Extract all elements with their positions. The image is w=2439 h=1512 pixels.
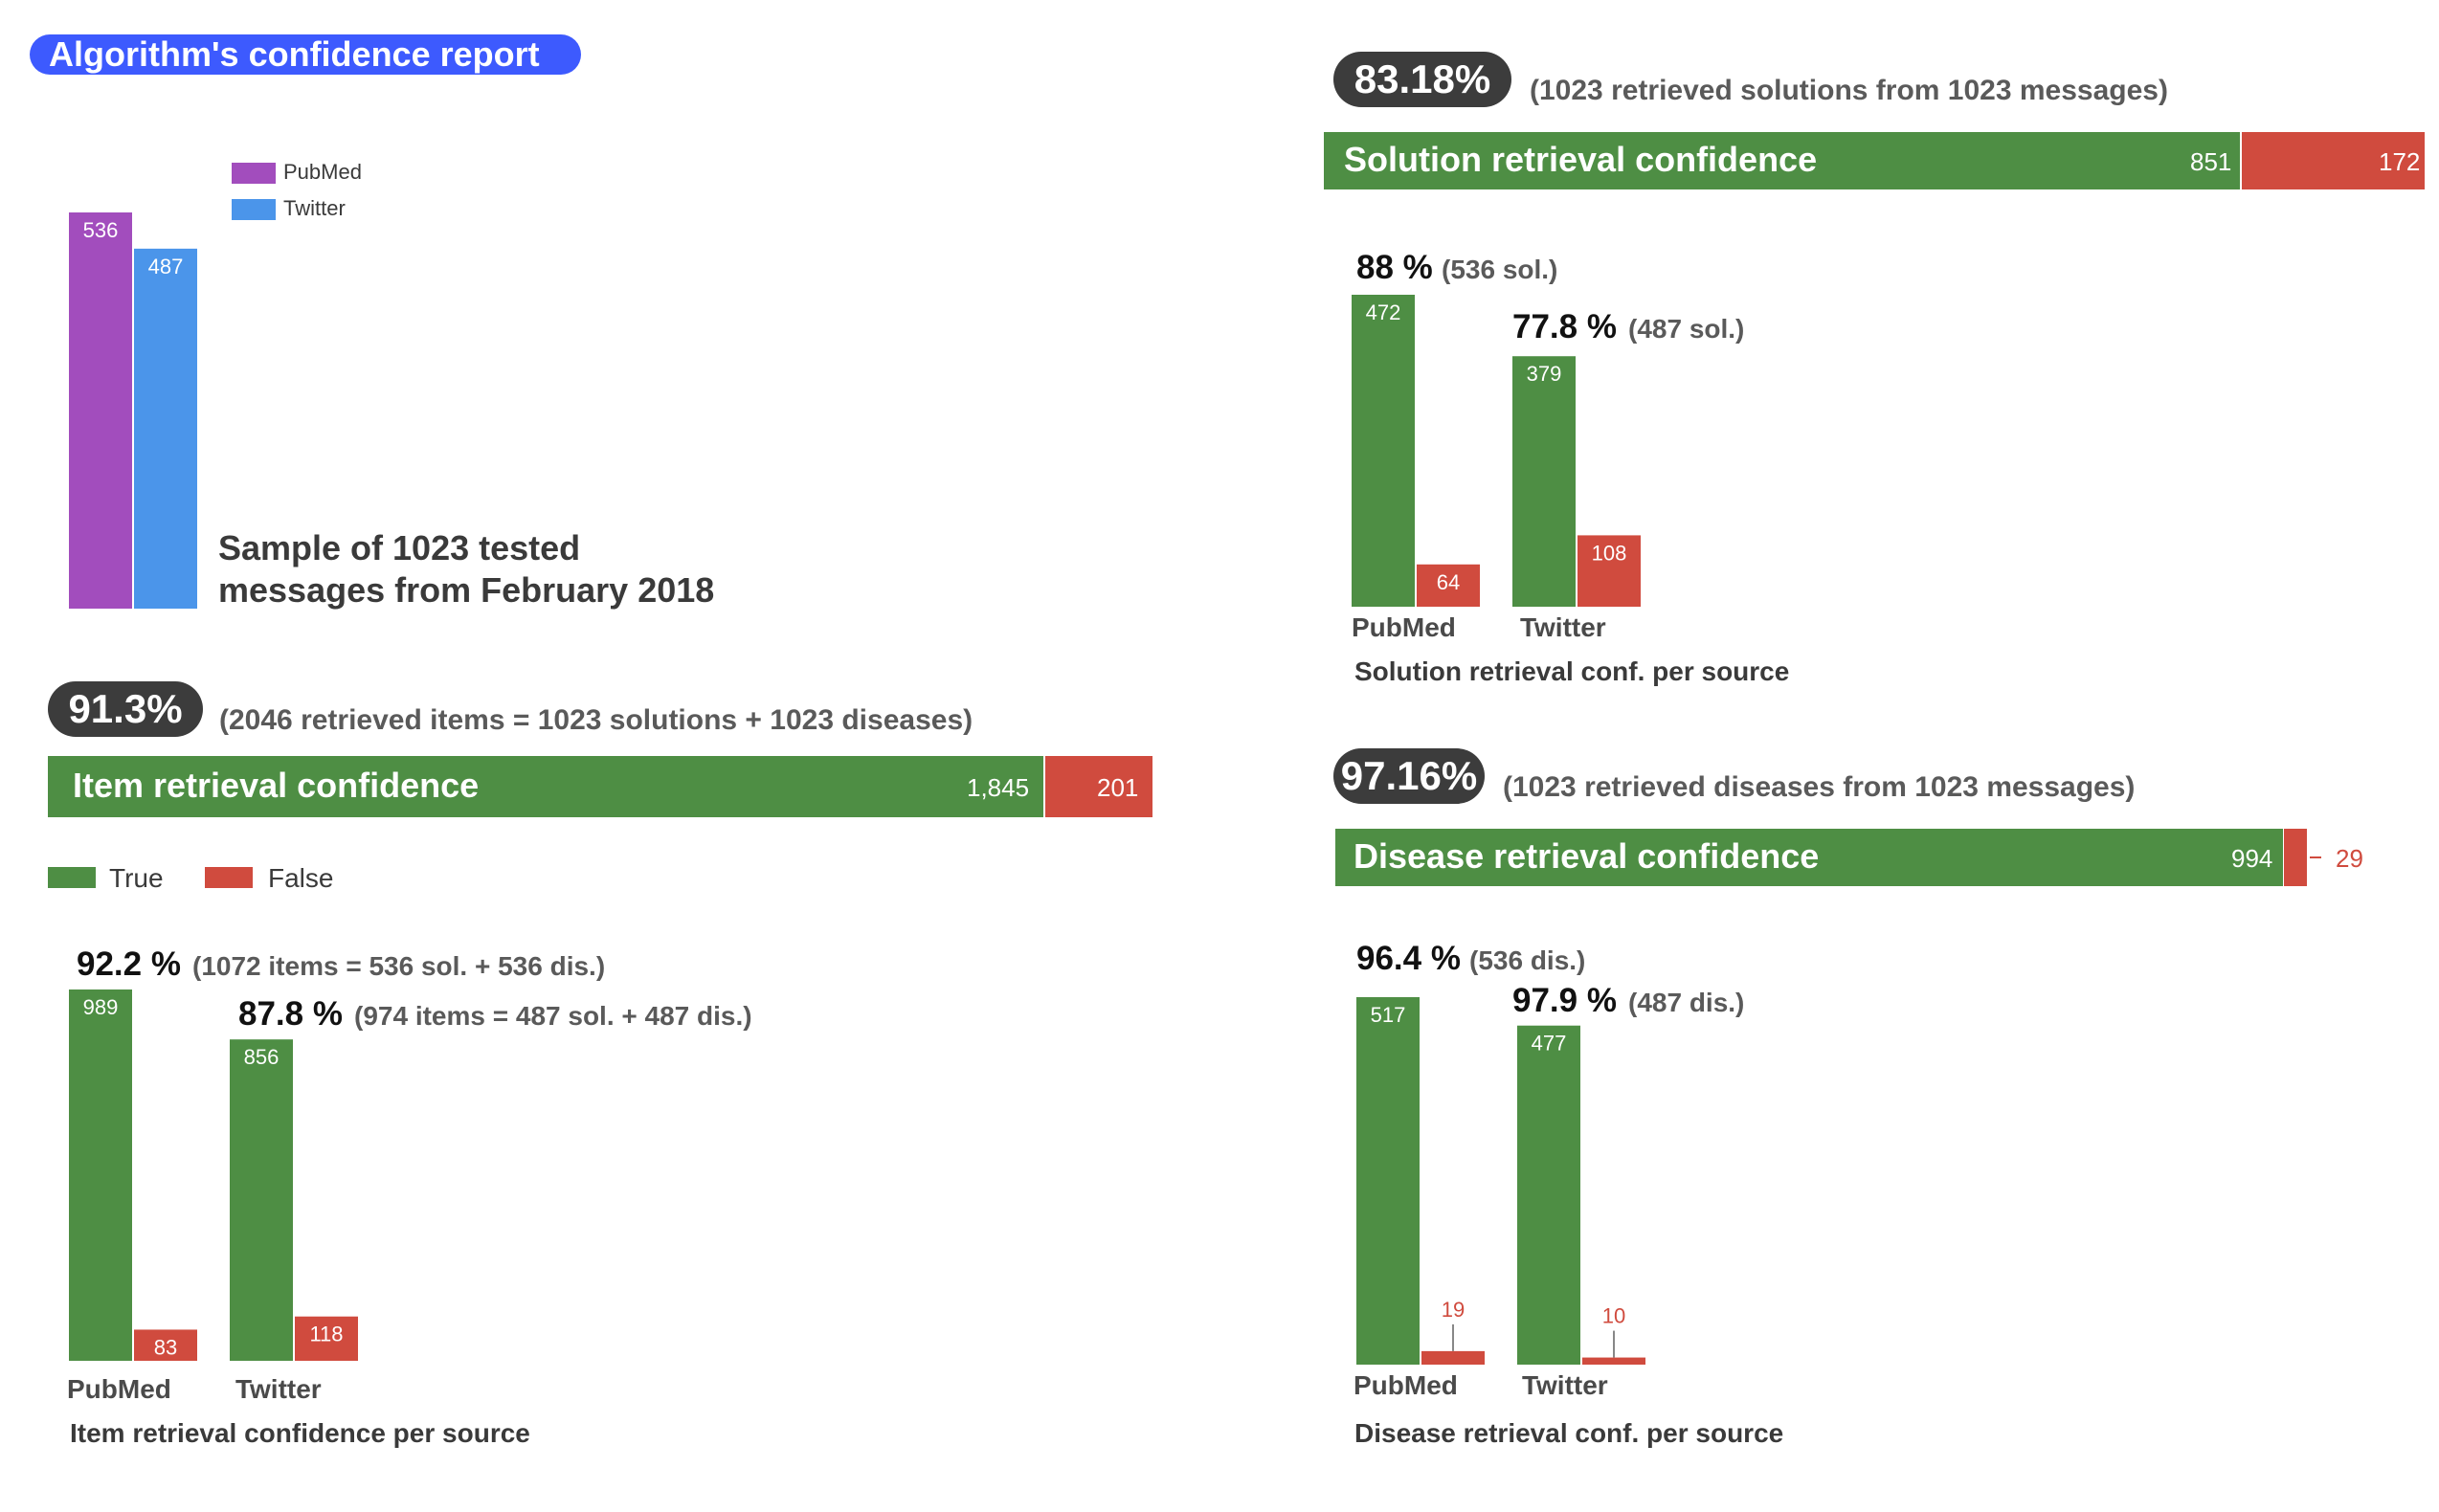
sample-caption-line2: messages from February 2018 (218, 570, 715, 610)
item-twitter-pct: 87.8 % (238, 995, 343, 1033)
disease-bar-title: Disease retrieval confidence (1354, 836, 1820, 876)
disease-x-twitter: Twitter (1522, 1370, 1608, 1400)
sample-caption-line1: Sample of 1023 tested (218, 528, 581, 567)
solution-false-bar (2242, 132, 2425, 189)
sample-bar-label-twitter: 487 (148, 255, 184, 278)
sample-bar-pubmed (69, 212, 132, 609)
item-x-twitter: Twitter (235, 1374, 322, 1404)
solution_per_source-false-bar-pubmed-label: 64 (1437, 570, 1460, 594)
solution-pubmed-sub: (536 sol.) (1442, 255, 1558, 284)
solution_per_source-true-bar-twitter (1512, 356, 1576, 607)
solution_per_source-true-bar-pubmed (1352, 295, 1415, 607)
disease_per_source-false-bar-twitter (1582, 1357, 1645, 1365)
sample-bar-twitter (134, 248, 197, 609)
disease-twitter-sub: (487 dis.) (1628, 988, 1745, 1017)
solution_per_source-true-bar-pubmed-label: 472 (1366, 300, 1401, 324)
disease-true-bar (1335, 829, 2283, 886)
item-caption: Item retrieval confidence per source (70, 1418, 530, 1448)
item-paren-text: (2046 retrieved items = 1023 solutions +… (219, 704, 973, 736)
item_per_source-true-bar-pubmed-label: 989 (83, 995, 119, 1019)
disease-false-leader (2310, 856, 2321, 858)
solution-pubmed-pct: 88 % (1356, 249, 1433, 286)
item_per_source-false-bar-pubmed-label: 83 (154, 1335, 177, 1359)
disease-pubmed-pct: 96.4 % (1356, 940, 1461, 977)
solution-pct-badge: 83.18% (1333, 52, 1511, 107)
solution_per_source-true-bar-twitter-label: 379 (1527, 362, 1562, 386)
sample-bar-label-pubmed: 536 (83, 218, 119, 242)
legend-true-label: True (109, 863, 164, 893)
item-bar-title: Item retrieval confidence (73, 766, 480, 805)
disease-twitter-pct: 97.9 % (1512, 982, 1617, 1019)
disease-pubmed-sub: (536 dis.) (1469, 945, 1586, 975)
solution-false-value: 172 (2379, 147, 2421, 176)
disease_per_source-false-bar-pubmed-label: 19 (1442, 1298, 1465, 1322)
disease_per_source-true-bar-pubmed (1356, 997, 1420, 1365)
disease_per_source-false-bar-twitter-label: 10 (1602, 1304, 1625, 1328)
solution-true-bar (1324, 132, 2240, 189)
legend-false-label: False (268, 863, 334, 893)
disease-per-source-chart: 517 19 477 10 (1356, 997, 1645, 1365)
item_per_source-false-bar-pubmed (134, 1329, 197, 1361)
disease-paren-text: (1023 retrieved diseases from 1023 messa… (1503, 771, 2136, 803)
solution_per_source-false-bar-twitter (1578, 535, 1641, 607)
item-true-value: 1,845 (967, 773, 1030, 802)
legend-pubmed-label: PubMed (283, 160, 362, 184)
item-pct-badge: 91.3% (48, 681, 203, 737)
disease_per_source-true-bar-pubmed-label: 517 (1371, 1003, 1406, 1027)
item_per_source-true-bar-twitter (230, 1039, 293, 1361)
legend-pubmed-swatch (232, 163, 276, 184)
item_per_source-false-bar-twitter (295, 1316, 358, 1361)
disease_per_source-false-bar-pubmed (1421, 1350, 1485, 1365)
legend-true-swatch (48, 867, 96, 888)
item_per_source-false-bar-twitter-label: 118 (309, 1323, 343, 1346)
solution-twitter-pct: 77.8 % (1512, 308, 1617, 345)
solution-x-twitter: Twitter (1520, 612, 1606, 642)
solution-caption: Solution retrieval conf. per source (1354, 656, 1790, 686)
solution-bar-title: Solution retrieval confidence (1344, 140, 1818, 179)
legend-false-swatch (205, 867, 253, 888)
item-pubmed-pct: 92.2 % (77, 945, 181, 983)
item_per_source-true-bar-pubmed (69, 989, 132, 1361)
disease-x-pubmed: PubMed (1354, 1370, 1458, 1400)
item-false-value: 201 (1097, 773, 1139, 802)
item_per_source-true-bar-twitter-label: 856 (244, 1045, 280, 1069)
item-pubmed-sub: (1072 items = 536 sol. + 536 dis.) (192, 951, 606, 981)
item-true-bar (48, 756, 1043, 817)
item-x-pubmed: PubMed (67, 1374, 171, 1404)
disease-false-bar (2284, 829, 2307, 886)
solution-paren-text: (1023 retrieved solutions from 1023 mess… (1530, 75, 2168, 106)
disease-false-value: 29 (2336, 844, 2363, 873)
sample-chart: 536 487 (69, 212, 197, 609)
report-title: Algorithm's confidence report (30, 34, 581, 75)
disease_per_source-true-bar-twitter (1517, 1025, 1580, 1365)
item-false-bar (1045, 756, 1152, 817)
item-twitter-sub: (974 items = 487 sol. + 487 dis.) (354, 1001, 752, 1031)
solution_per_source-false-bar-pubmed (1417, 564, 1480, 607)
legend-twitter-swatch (232, 199, 276, 220)
solution_per_source-false-bar-twitter-label: 108 (1592, 541, 1627, 565)
solution-twitter-sub: (487 sol.) (1628, 314, 1745, 344)
solution-true-value: 851 (2190, 147, 2232, 176)
solution-x-pubmed: PubMed (1352, 612, 1456, 642)
disease-caption: Disease retrieval conf. per source (1354, 1418, 1784, 1448)
solution-per-source-chart: 472 64 379 108 (1352, 295, 1641, 607)
legend-twitter-label: Twitter (283, 196, 346, 220)
disease_per_source-true-bar-twitter-label: 477 (1532, 1032, 1567, 1056)
item-per-source-chart: 989 83 856 118 (69, 989, 358, 1361)
disease-pct-badge: 97.16% (1333, 748, 1485, 804)
disease-true-value: 994 (2231, 844, 2273, 873)
